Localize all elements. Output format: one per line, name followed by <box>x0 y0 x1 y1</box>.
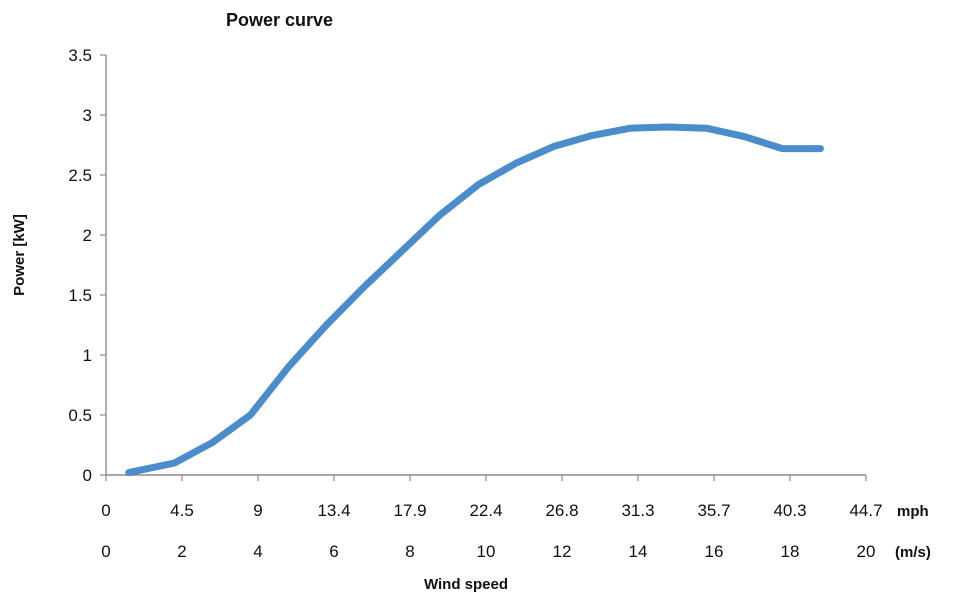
x-tick-label-ms: 18 <box>781 542 800 561</box>
x-tick-label-mph: 35.7 <box>697 501 730 520</box>
x-axis-ticks: 0 0 4.5 2 9 4 13.4 6 17.9 8 22.4 10 26.8 12 31.3 14 35.7… <box>101 475 883 561</box>
series-line-power <box>125 123 824 477</box>
x-unit-ms-label: (m/s) <box>895 544 931 561</box>
x-tick-label-ms: 12 <box>553 542 572 561</box>
y-tick-label: 2 <box>83 226 92 245</box>
x-tick-label-mph: 0 <box>101 501 110 520</box>
x-tick-label-ms: 0 <box>101 542 110 561</box>
y-tick-label: 1.5 <box>68 286 92 305</box>
y-tick-label: 2.5 <box>68 166 92 185</box>
x-axis-title: Wind speed <box>424 576 508 593</box>
x-tick-label-mph: 4.5 <box>170 501 194 520</box>
x-tick-label-ms: 10 <box>477 542 496 561</box>
x-unit-mph-label: mph <box>897 503 929 520</box>
y-axis-ticks: 0 0.5 1 1.5 2 2.5 3 3.5 <box>68 46 106 485</box>
x-tick-label-mph: 31.3 <box>621 501 654 520</box>
x-tick-label-ms: 2 <box>177 542 186 561</box>
x-tick-label-mph: 44.7 <box>849 501 882 520</box>
series-group <box>125 123 824 477</box>
y-tick-label: 3 <box>83 106 92 125</box>
y-axis-title: Power [kW] <box>11 214 28 296</box>
x-tick-label-mph: 22.4 <box>469 501 502 520</box>
x-tick-label-mph: 17.9 <box>393 501 426 520</box>
y-tick-label: 0 <box>83 466 92 485</box>
y-tick-label: 1 <box>83 346 92 365</box>
x-tick-label-ms: 4 <box>253 542 262 561</box>
y-tick-label: 3.5 <box>68 46 92 65</box>
chart-title: Power curve <box>226 10 333 30</box>
x-tick-label-ms: 8 <box>405 542 414 561</box>
x-tick-label-mph: 26.8 <box>545 501 578 520</box>
x-tick-label-mph: 9 <box>253 501 262 520</box>
x-tick-label-mph: 40.3 <box>773 501 806 520</box>
x-tick-label-ms: 16 <box>705 542 724 561</box>
x-tick-label-ms: 6 <box>329 542 338 561</box>
x-tick-label-ms: 20 <box>857 542 876 561</box>
x-tick-label-ms: 14 <box>629 542 648 561</box>
x-tick-label-mph: 13.4 <box>317 501 350 520</box>
y-tick-label: 0.5 <box>68 406 92 425</box>
